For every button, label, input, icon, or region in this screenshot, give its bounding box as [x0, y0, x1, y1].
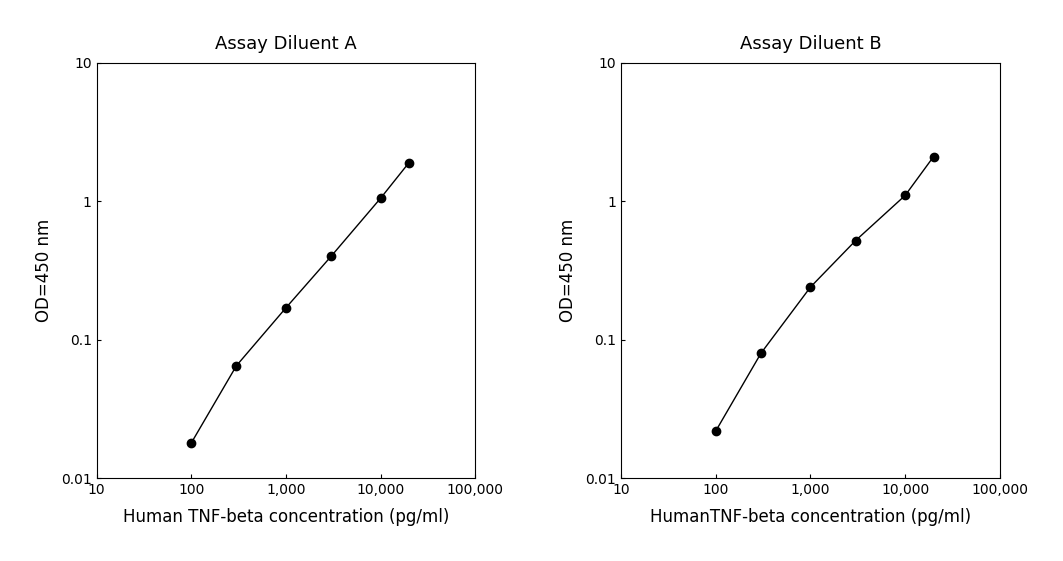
- Y-axis label: OD=450 nm: OD=450 nm: [35, 219, 53, 322]
- X-axis label: Human TNF-beta concentration (pg/ml): Human TNF-beta concentration (pg/ml): [122, 508, 450, 526]
- Title: Assay Diluent B: Assay Diluent B: [740, 35, 881, 53]
- Y-axis label: OD=450 nm: OD=450 nm: [559, 219, 577, 322]
- Title: Assay Diluent A: Assay Diluent A: [215, 35, 357, 53]
- X-axis label: HumanTNF-beta concentration (pg/ml): HumanTNF-beta concentration (pg/ml): [649, 508, 972, 526]
